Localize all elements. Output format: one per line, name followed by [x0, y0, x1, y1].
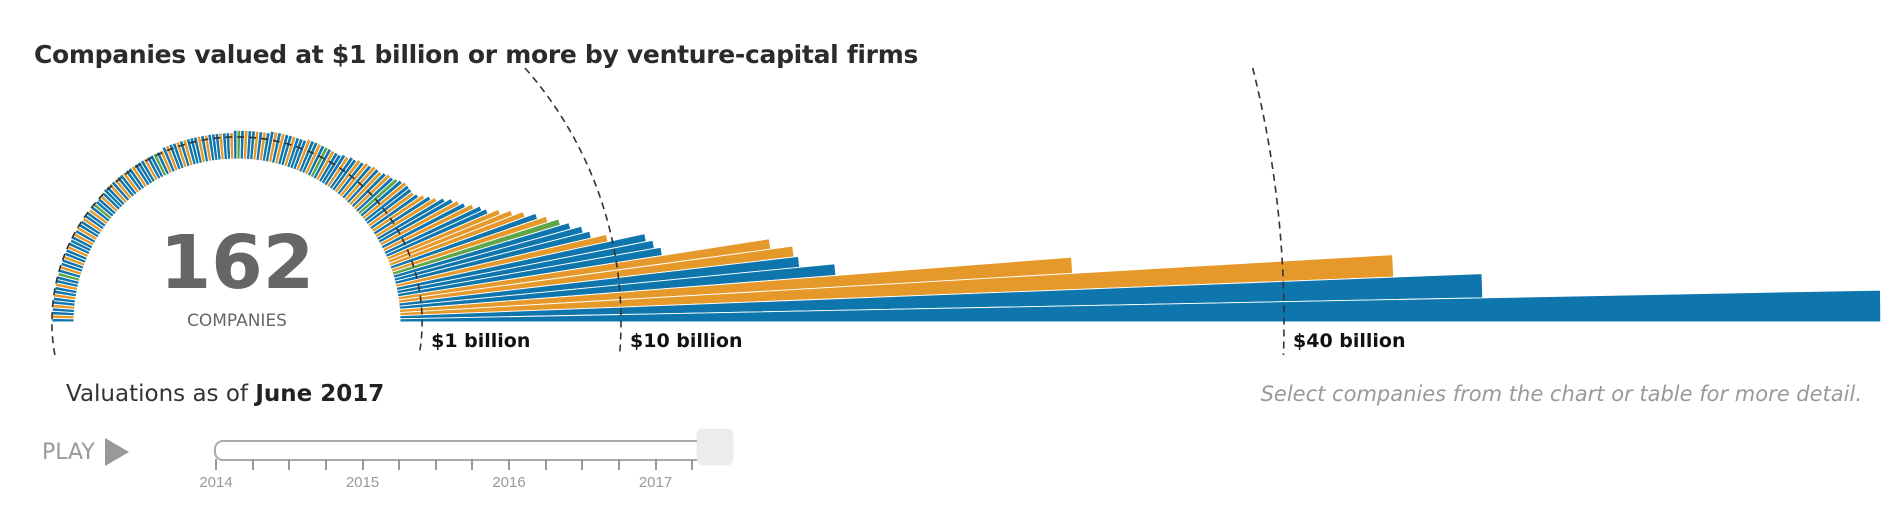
timeline-tick — [324, 459, 327, 470]
reference-label-40b: $40 billion — [1293, 330, 1406, 352]
valuation-date-prefix: Valuations as of — [66, 381, 256, 407]
reference-label-10b: $10 billion — [630, 330, 743, 352]
play-triangle-icon — [104, 438, 129, 466]
timeline-tick — [544, 459, 547, 470]
timeline-tick — [434, 459, 437, 470]
bars-group — [51, 129, 1882, 323]
valuation-date: June 2017 — [255, 381, 385, 407]
timeline-tick — [398, 459, 401, 470]
reference-circle — [1251, 67, 1285, 356]
timeline-year-label: 2017 — [638, 474, 673, 491]
company-bar[interactable] — [232, 129, 238, 160]
play-button[interactable]: PLAY — [42, 438, 129, 466]
timeline-tick — [617, 459, 620, 470]
timeline-year-label: 2015 — [345, 474, 380, 491]
reference-circles — [51, 67, 1285, 356]
timeline-tick — [251, 459, 254, 470]
timeline-tick — [288, 459, 291, 470]
company-bar[interactable] — [399, 289, 1882, 323]
timeline-tick — [361, 459, 364, 470]
timeline-slider-handle[interactable] — [697, 429, 733, 465]
company-count: 162 — [160, 220, 314, 306]
timeline-year-label: 2016 — [492, 474, 526, 491]
company-count-label: COMPANIES — [187, 311, 287, 331]
timeline-tick — [471, 459, 474, 470]
chart-title: Companies valued at $1 billion or more b… — [34, 40, 919, 69]
selection-hint: Select companies from the chart or table… — [1260, 382, 1862, 406]
timeline-year-label: 2014 — [199, 474, 233, 491]
reference-label-1b: $1 billion — [431, 330, 530, 352]
timeline-tick — [654, 459, 657, 470]
reference-circle — [524, 67, 622, 356]
timeline-tick — [581, 459, 584, 470]
valuation-date-text: Valuations as of June 2017 — [66, 381, 384, 407]
timeline-slider-track[interactable] — [214, 440, 712, 461]
timeline-tick — [508, 459, 510, 470]
timeline-tick — [215, 459, 217, 470]
timeline-tick — [691, 459, 694, 470]
reference-circle — [51, 136, 423, 356]
play-label: PLAY — [42, 439, 95, 465]
